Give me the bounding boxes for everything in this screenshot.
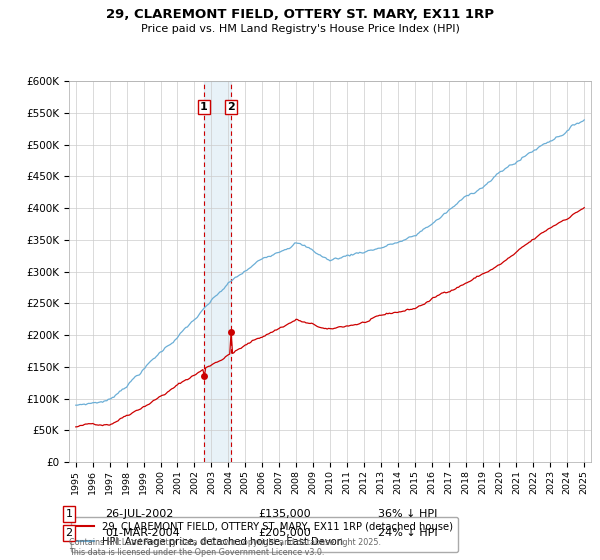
Text: 2: 2: [65, 528, 73, 538]
Text: 1: 1: [65, 509, 73, 519]
Text: 29, CLAREMONT FIELD, OTTERY ST. MARY, EX11 1RP: 29, CLAREMONT FIELD, OTTERY ST. MARY, EX…: [106, 8, 494, 21]
Text: 24% ↓ HPI: 24% ↓ HPI: [378, 528, 437, 538]
Text: 26-JUL-2002: 26-JUL-2002: [105, 509, 173, 519]
Text: 01-MAR-2004: 01-MAR-2004: [105, 528, 180, 538]
Text: £205,000: £205,000: [258, 528, 311, 538]
Bar: [204, 81, 231, 462]
Text: Price paid vs. HM Land Registry's House Price Index (HPI): Price paid vs. HM Land Registry's House …: [140, 24, 460, 34]
Text: £135,000: £135,000: [258, 509, 311, 519]
Legend: 29, CLAREMONT FIELD, OTTERY ST. MARY, EX11 1RP (detached house), HPI: Average pr: 29, CLAREMONT FIELD, OTTERY ST. MARY, EX…: [71, 516, 458, 552]
Text: 2: 2: [227, 101, 235, 111]
Text: 1: 1: [200, 101, 208, 111]
Text: Contains HM Land Registry data © Crown copyright and database right 2025.
This d: Contains HM Land Registry data © Crown c…: [69, 538, 381, 557]
Text: 36% ↓ HPI: 36% ↓ HPI: [378, 509, 437, 519]
